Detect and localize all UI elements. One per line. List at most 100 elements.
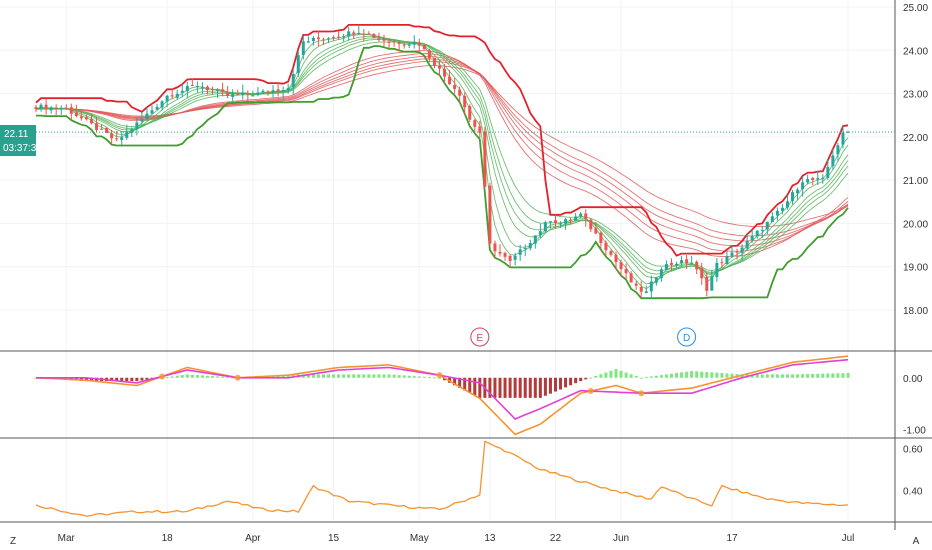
candle-body bbox=[296, 55, 300, 73]
histogram-bar bbox=[730, 373, 734, 378]
histogram-bar bbox=[680, 372, 684, 378]
zoom-reset-button[interactable]: Z bbox=[10, 536, 16, 547]
z-button-label[interactable]: Z bbox=[10, 536, 16, 547]
candle-body bbox=[226, 92, 230, 96]
x-axis[interactable]: Mar 18 Apr 15 May 13 22 Jun 17 Jul bbox=[58, 533, 855, 544]
histogram-bar bbox=[785, 374, 789, 378]
y-axes[interactable]: 25.00 24.00 23.00 22.00 21.00 20.00 19.00 18.00… bbox=[903, 3, 928, 498]
candle-body bbox=[594, 228, 598, 234]
candle-body bbox=[831, 155, 835, 167]
candle-body bbox=[64, 107, 68, 109]
macd-panel[interactable] bbox=[34, 355, 850, 436]
histogram-bar bbox=[664, 374, 668, 378]
candle-body bbox=[150, 110, 154, 114]
candle-body bbox=[685, 259, 689, 264]
candle-body bbox=[553, 220, 557, 224]
histogram-bar bbox=[609, 370, 613, 378]
annotation-circle bbox=[677, 327, 697, 347]
histogram-bar bbox=[357, 374, 361, 378]
stop-line-upper bbox=[35, 24, 849, 257]
annotation-marker-e[interactable]: E bbox=[470, 327, 490, 347]
candle-body bbox=[811, 177, 815, 181]
long-ema-line bbox=[35, 60, 849, 237]
macd-lines bbox=[35, 355, 849, 436]
candle-body bbox=[236, 94, 240, 96]
candle-body bbox=[69, 107, 73, 114]
macd-histogram bbox=[34, 369, 850, 398]
candle-body bbox=[533, 235, 537, 244]
candle-body bbox=[397, 42, 401, 45]
annotation-marker-d[interactable]: D bbox=[677, 327, 697, 347]
histogram-bar bbox=[145, 377, 149, 380]
histogram-bar bbox=[775, 374, 779, 378]
histogram-bar bbox=[195, 375, 199, 378]
candle-body bbox=[498, 251, 502, 254]
candle-body bbox=[316, 37, 320, 40]
histogram-bar bbox=[337, 374, 341, 378]
auto-scale-button[interactable]: A bbox=[913, 536, 920, 547]
candle-body bbox=[170, 95, 174, 97]
short-ema-line bbox=[35, 39, 849, 273]
candle-body bbox=[664, 264, 668, 271]
candle-body bbox=[155, 107, 159, 110]
candle-body bbox=[669, 262, 673, 265]
histogram-bar bbox=[755, 374, 759, 378]
long-ema-line bbox=[35, 50, 849, 258]
candle-body bbox=[79, 116, 83, 119]
histogram-bar bbox=[231, 377, 235, 379]
candle-body bbox=[649, 281, 653, 292]
histogram-bar bbox=[629, 374, 633, 378]
histogram-bar bbox=[543, 377, 547, 396]
candle-body bbox=[357, 32, 361, 34]
histogram-bar bbox=[806, 374, 810, 378]
candle-body bbox=[377, 38, 381, 40]
histogram-bar bbox=[120, 377, 124, 382]
last-price-label: 22.11 bbox=[4, 129, 29, 140]
histogram-bar bbox=[84, 377, 88, 382]
histogram-bar bbox=[715, 372, 719, 378]
long-ema-line bbox=[35, 58, 849, 242]
histogram-bar bbox=[685, 371, 689, 378]
histogram-bar bbox=[705, 372, 709, 378]
signal-line bbox=[36, 358, 849, 420]
histogram-bar bbox=[523, 377, 527, 398]
candle-body bbox=[443, 68, 447, 77]
histogram-bar bbox=[332, 374, 336, 378]
candle-body bbox=[372, 34, 376, 38]
candle-body bbox=[84, 117, 88, 120]
histogram-bar bbox=[846, 373, 850, 378]
candle-body bbox=[589, 219, 593, 230]
candle-body bbox=[105, 127, 109, 134]
oscillator-panel[interactable] bbox=[35, 440, 849, 517]
x-tick-label: Apr bbox=[245, 533, 261, 544]
histogram-bar bbox=[458, 377, 462, 388]
candle-body bbox=[266, 91, 270, 93]
x-tick-label: 22 bbox=[550, 533, 562, 544]
candle-body bbox=[89, 118, 93, 124]
candle-body bbox=[629, 273, 633, 283]
candle-body bbox=[821, 177, 825, 179]
histogram-bar bbox=[528, 377, 532, 398]
candle-body bbox=[493, 243, 497, 252]
candle-body bbox=[100, 128, 104, 130]
candle-body bbox=[44, 104, 48, 110]
histogram-bar bbox=[619, 370, 623, 378]
a-button-label[interactable]: A bbox=[913, 536, 920, 547]
histogram-bar bbox=[110, 377, 114, 382]
histogram-bar bbox=[185, 374, 189, 378]
candle-body bbox=[609, 250, 613, 255]
candle-body bbox=[690, 262, 694, 264]
candle-body bbox=[120, 137, 124, 140]
histogram-bar bbox=[493, 377, 497, 398]
histogram-bar bbox=[765, 374, 769, 378]
histogram-bar bbox=[816, 373, 820, 378]
candle-body bbox=[755, 230, 759, 237]
candle-body bbox=[392, 41, 396, 43]
y-tick-label: 0.40 bbox=[903, 487, 923, 498]
candle-body bbox=[750, 236, 754, 241]
candle-body bbox=[806, 179, 810, 183]
candle-body bbox=[432, 57, 436, 66]
